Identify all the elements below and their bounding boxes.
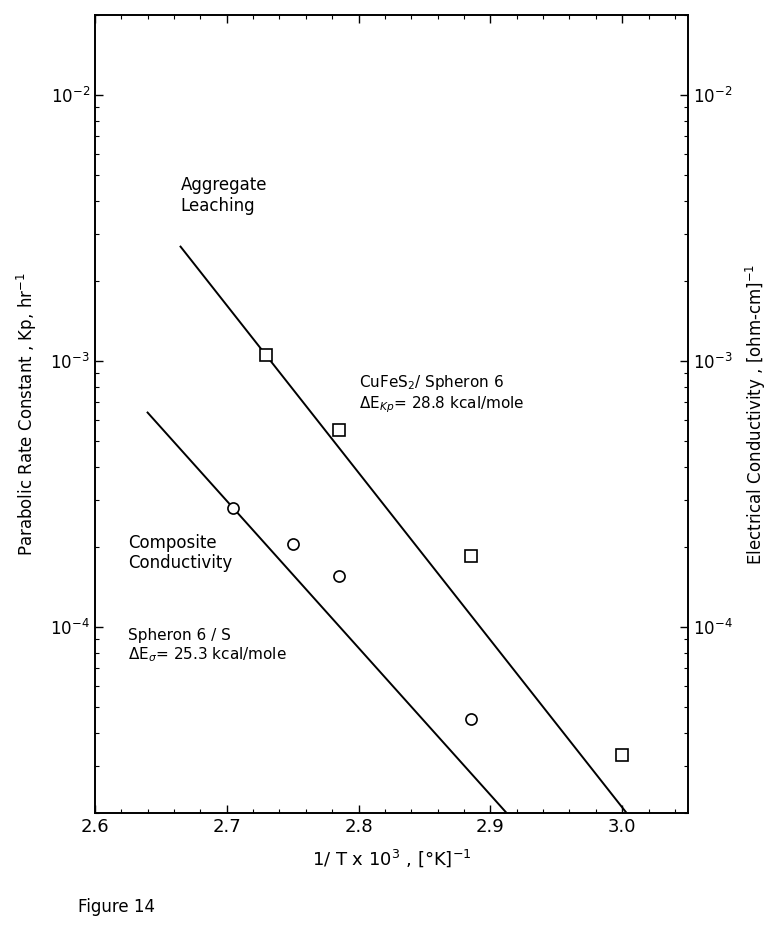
X-axis label: 1/ T x 10$^3$ , [°K]$^{-1}$: 1/ T x 10$^3$ , [°K]$^{-1}$ <box>312 847 471 869</box>
Text: Spheron 6 / S
$\Delta$E$_{\sigma}$= 25.3 kcal/mole: Spheron 6 / S $\Delta$E$_{\sigma}$= 25.3… <box>128 628 287 664</box>
Y-axis label: Parabolic Rate Constant , Kp, hr$^{-1}$: Parabolic Rate Constant , Kp, hr$^{-1}$ <box>15 273 39 556</box>
Text: Figure 14: Figure 14 <box>78 898 155 916</box>
Text: CuFeS$_2$/ Spheron 6
$\Delta$E$_{Kp}$= 28.8 kcal/mole: CuFeS$_2$/ Spheron 6 $\Delta$E$_{Kp}$= 2… <box>359 373 524 415</box>
Text: Aggregate
Leaching: Aggregate Leaching <box>181 176 267 214</box>
Text: Composite
Conductivity: Composite Conductivity <box>128 534 232 572</box>
Y-axis label: Electrical Conductivity , [ohm-cm]$^{-1}$: Electrical Conductivity , [ohm-cm]$^{-1}… <box>744 263 768 565</box>
